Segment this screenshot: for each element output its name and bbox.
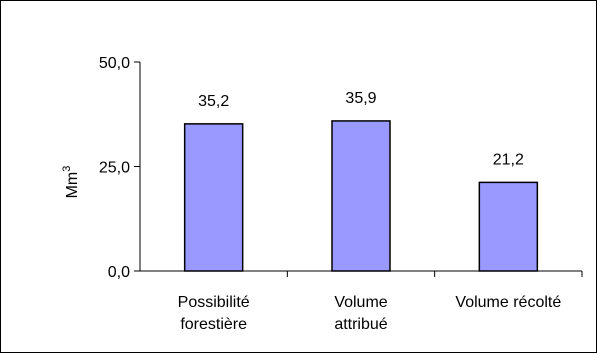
x-tick-label: Possibilité forestière (178, 294, 250, 333)
y-tick-label: 25,0 (99, 160, 130, 177)
x-tick-label-line: attribué (334, 316, 387, 333)
y-tick-label: 0,0 (108, 264, 130, 281)
data-label: 35,2 (198, 93, 229, 110)
y-axis-label-superscript: 3 (61, 166, 73, 172)
x-tick-label: Volume récolté (455, 294, 561, 311)
y-tick-label: 50,0 (99, 55, 130, 72)
bar (478, 181, 539, 272)
y-axis-label-text: Mm (64, 172, 81, 199)
data-label: 21,2 (493, 151, 524, 168)
x-tick-label: Volume attribué (334, 294, 387, 333)
x-tick-label-line: Possibilité (178, 294, 250, 311)
x-tick-label-line: Volume récolté (455, 294, 561, 311)
x-tick-label-line: Volume (334, 294, 387, 311)
data-label: 35,9 (345, 90, 376, 107)
bar (331, 120, 391, 272)
y-axis-label: Mm3 (61, 166, 81, 199)
x-tick-label-line: forestière (180, 316, 247, 333)
bars (183, 120, 539, 272)
bar (183, 123, 244, 272)
labels: 0,0 25,0 50,0 35,2 Possibilité forestière 35,9… (99, 55, 561, 333)
